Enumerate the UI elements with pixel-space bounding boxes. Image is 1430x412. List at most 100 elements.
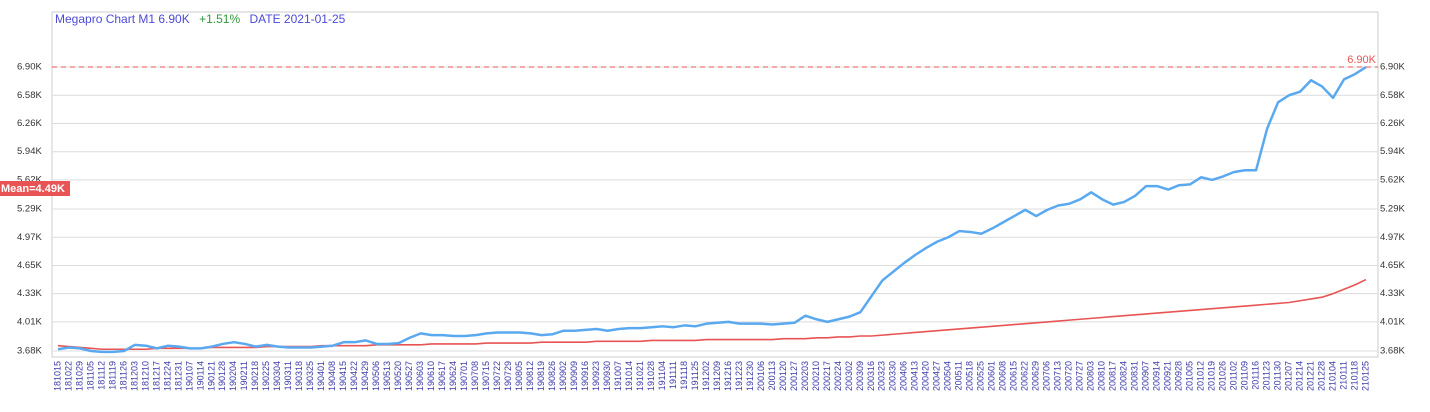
x-tick-label: 190429: [360, 361, 370, 391]
x-tick-label: 200113: [767, 361, 777, 390]
x-tick-label: 191111: [668, 361, 678, 389]
x-tick-label: 191223: [734, 361, 744, 391]
y-tick-label: 5.94K: [17, 146, 42, 157]
series-line: [57, 278, 1367, 351]
y2-tick-label: 5.94K: [1380, 146, 1405, 157]
series-line: [57, 65, 1367, 354]
x-tick-label: 210104: [1327, 361, 1337, 391]
y2-tick-label: 4.65K: [1380, 260, 1405, 271]
x-tick-label: 200615: [1009, 361, 1019, 391]
x-tick-label: 181203: [129, 361, 139, 391]
x-tick-label: 200622: [1020, 361, 1030, 391]
x-tick-label: 200106: [756, 361, 766, 391]
y2-tick-label: 6.58K: [1380, 90, 1405, 101]
x-tick-label: 190826: [547, 361, 557, 391]
x-tick-label: 190107: [184, 361, 194, 391]
x-tick-label: 201102: [1228, 361, 1238, 390]
x-tick-label: 200629: [1031, 361, 1041, 391]
x-tick-label: 181231: [173, 361, 183, 391]
x-tick-label: 190729: [503, 361, 513, 391]
y-tick-label: 4.65K: [17, 260, 42, 271]
x-tick-label: 191125: [690, 361, 700, 390]
x-tick-label: 191007: [613, 361, 623, 391]
x-tick-label: 190812: [525, 361, 535, 391]
x-tick-label: 190325: [305, 361, 315, 391]
x-tick-label: 200914: [1152, 361, 1162, 391]
x-tick-label: 201207: [1283, 361, 1293, 391]
x-tick-label: 210111: [1338, 361, 1348, 390]
x-tick-label: 200921: [1163, 361, 1173, 391]
x-tick-label: 201228: [1316, 361, 1326, 391]
x-tick-label: 200309: [855, 361, 865, 391]
y2-tick-label: 4.01K: [1380, 316, 1405, 327]
x-tick-label: 201005: [1185, 361, 1195, 391]
x-tick-label: 200608: [998, 361, 1008, 391]
x-tick-label: 181105: [85, 361, 95, 390]
y-tick-label: 6.58K: [17, 90, 42, 101]
x-tick-label: 200217: [822, 361, 832, 391]
x-tick-label: 190624: [448, 361, 458, 391]
x-tick-label: 200831: [1130, 361, 1140, 391]
x-tick-label: 200907: [1141, 361, 1151, 391]
x-tick-label: 200504: [943, 361, 953, 391]
x-tick-label: 200518: [965, 361, 975, 391]
x-tick-label: 200928: [1174, 361, 1184, 391]
x-tick-label: 200224: [833, 361, 843, 391]
x-tick-label: 191104: [657, 361, 667, 390]
y2-tick-label: 5.29K: [1380, 204, 1405, 215]
x-tick-label: 201026: [1217, 361, 1227, 391]
x-tick-label: 201130: [1272, 361, 1282, 390]
x-tick-label: 191202: [701, 361, 711, 391]
y-tick-label: 3.68K: [17, 346, 42, 357]
y-tick-label: 5.29K: [17, 204, 42, 215]
x-tick-label: 181126: [118, 361, 128, 390]
y2-tick-label: 6.90K: [1380, 62, 1405, 73]
x-tick-label: 190722: [492, 361, 502, 391]
x-tick-label: 200420: [921, 361, 931, 391]
x-tick-label: 210118: [1349, 361, 1359, 390]
x-tick-label: 190415: [338, 361, 348, 391]
x-tick-label: 201214: [1294, 361, 1304, 391]
x-tick-label: 181112: [96, 361, 106, 390]
x-tick-label: 200817: [1108, 361, 1118, 391]
change-label: +1.51%: [199, 12, 240, 26]
x-tick-label: 191021: [635, 361, 645, 391]
x-tick-label: 190506: [371, 361, 381, 391]
x-tick-label: 200210: [811, 361, 821, 391]
x-tick-label: 181119: [107, 361, 117, 390]
y-tick-label: 4.33K: [17, 288, 42, 299]
x-tick-label: 200120: [778, 361, 788, 391]
x-tick-label: 201221: [1305, 361, 1315, 391]
y2-tick-label: 4.97K: [1380, 232, 1405, 243]
x-tick-label: 190225: [261, 361, 271, 391]
y-tick-label: 5.62K: [17, 174, 42, 185]
x-tick-label: 201019: [1206, 361, 1216, 391]
x-tick-label: 191209: [712, 361, 722, 391]
x-tick-label: 190318: [294, 361, 304, 391]
y-tick-label: 6.26K: [17, 118, 42, 129]
x-tick-label: 200203: [800, 361, 810, 391]
x-tick-label: 200601: [987, 361, 997, 391]
x-tick-label: 200803: [1086, 361, 1096, 391]
x-tick-label: 190114: [195, 361, 205, 390]
x-tick-label: 200323: [877, 361, 887, 391]
x-tick-label: 190311: [283, 361, 293, 390]
x-tick-label: 200720: [1064, 361, 1074, 391]
x-tick-label: 190401: [316, 361, 326, 391]
chart-title-line: Megapro Chart M1 6.90K +1.51% DATE 2021-…: [55, 12, 346, 26]
x-tick-label: 190128: [217, 361, 227, 391]
x-tick-label: 181022: [63, 361, 73, 391]
x-tick-label: 200330: [888, 361, 898, 391]
x-tick-label: 200127: [789, 361, 799, 391]
x-tick-label: 190916: [580, 361, 590, 391]
x-tick-label: 200810: [1097, 361, 1107, 391]
x-tick-label: 181210: [140, 361, 150, 391]
x-tick-label: 181029: [74, 361, 84, 391]
mean-label-group: Mean=4.49K: [0, 181, 70, 196]
x-tick-label: 190715: [481, 361, 491, 391]
x-tick-label: 210125: [1360, 361, 1370, 391]
x-tick-label: 190422: [349, 361, 359, 391]
x-tick-label: 200525: [976, 361, 986, 391]
x-tick-label: 190204: [228, 361, 238, 391]
